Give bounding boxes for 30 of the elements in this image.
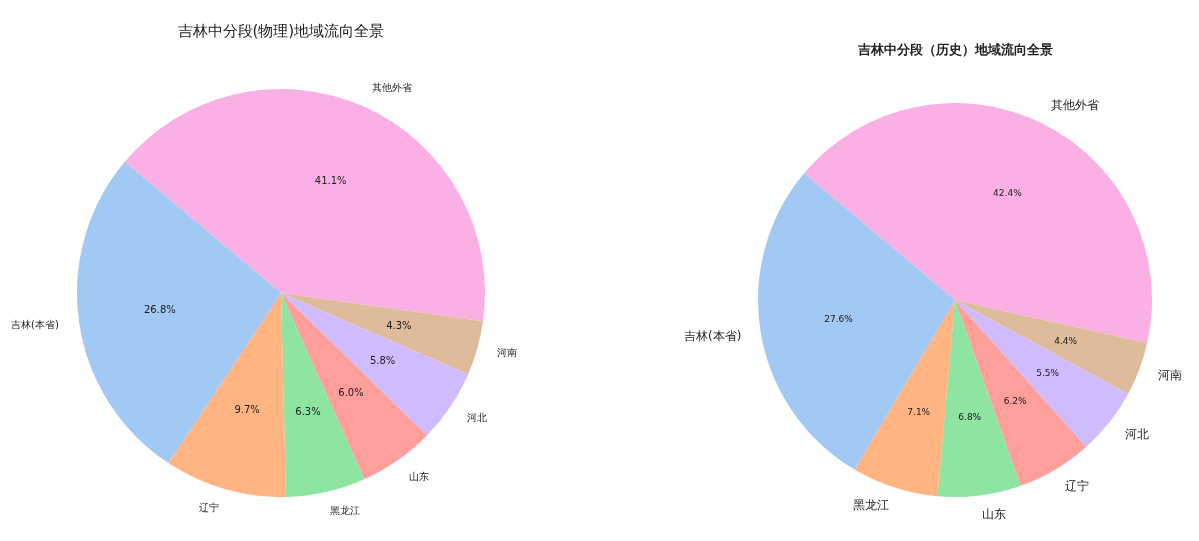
slice-label: 吉林(本省) [11,318,60,330]
slice-label: 辽宁 [198,502,219,514]
data-label: 26.8% [143,304,176,316]
data-label: 27.6% [824,314,854,325]
slice-label: 黑龙江 [852,498,889,513]
slice-label: 山东 [409,470,430,482]
data-label: 41.1% [314,174,347,186]
data-label: 5.5% [1036,367,1060,378]
slice-label: 辽宁 [1065,478,1090,493]
data-label: 4.3% [386,319,412,331]
slice-label: 河南 [1157,368,1182,383]
data-label: 7.1% [907,406,931,417]
data-label: 6.8% [958,411,982,422]
slice-label: 黑龙江 [330,505,361,517]
data-label: 5.8% [369,354,396,366]
chart-title: 吉林中分段（历史）地域流向全景 [857,41,1053,59]
slice-label: 河北 [1124,426,1149,441]
data-label: 4.4% [1054,335,1078,346]
slice-label: 河北 [467,411,488,423]
data-label: 6.0% [338,387,364,398]
data-label: 6.2% [1003,396,1027,407]
data-label: 6.3% [295,405,321,417]
data-label: 9.7% [234,404,260,416]
slice-label: 其他外省 [1051,97,1100,112]
chart-title: 吉林中分段(物理)地域流向全景 [177,22,385,41]
slice-label: 山东 [982,507,1007,522]
data-label: 42.4% [993,188,1023,199]
slice-label: 河南 [497,347,518,359]
slice-label: 吉林(本省) [684,328,742,343]
slice-label: 其他外省 [372,81,413,93]
